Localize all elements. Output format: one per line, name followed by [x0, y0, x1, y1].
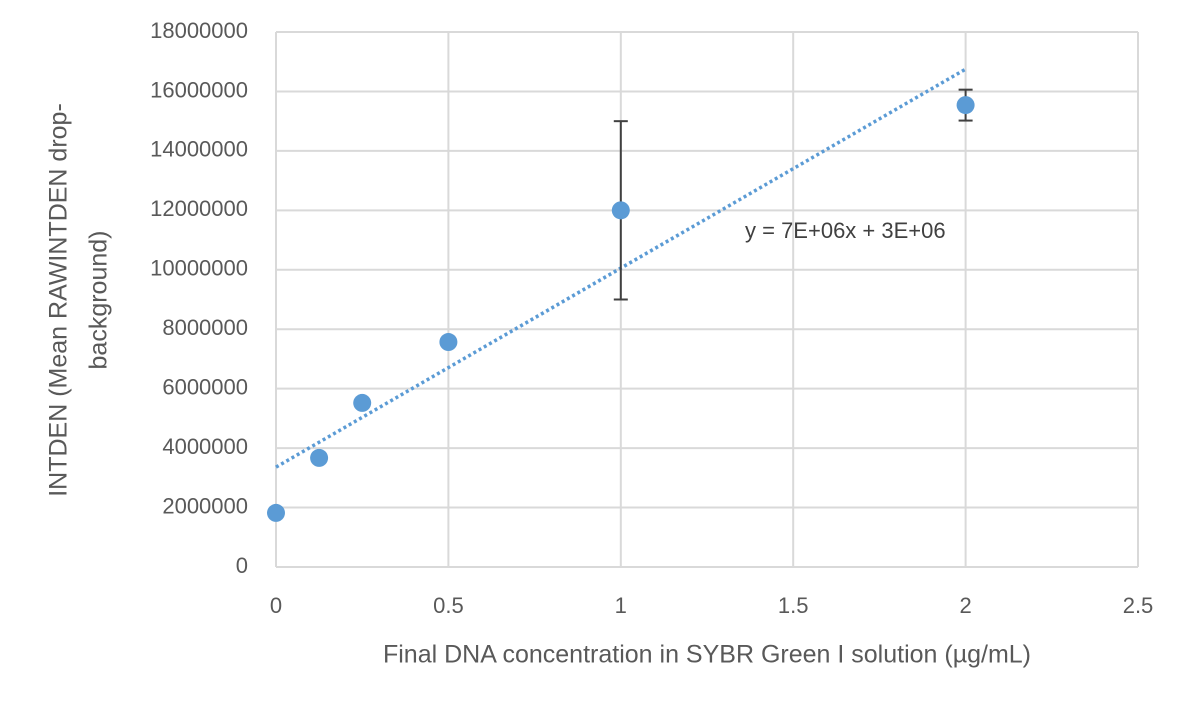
y-tick-label: 2000000: [162, 493, 248, 518]
y-tick-label: 4000000: [162, 434, 248, 459]
y-tick-label: 12000000: [150, 196, 248, 221]
point: [611, 201, 630, 220]
y-tick-label: 6000000: [162, 374, 248, 399]
x-tick-label: 0: [270, 593, 282, 618]
y-tick-label: 14000000: [150, 137, 248, 162]
x-tick-label: 0.5: [433, 593, 464, 618]
y-axis-title: INTDEN (Mean RAWINTDEN drop-: [45, 103, 73, 497]
x-tick-label: 2.5: [1123, 593, 1154, 618]
y-tick-label: 10000000: [150, 256, 248, 281]
x-tick-label: 1.5: [778, 593, 809, 618]
point: [310, 448, 329, 467]
y-tick-label: 18000000: [150, 18, 248, 43]
point: [956, 96, 975, 115]
point: [353, 393, 372, 412]
x-tick-label: 2: [959, 593, 971, 618]
y-tick-label: 8000000: [162, 315, 248, 340]
y-tick-label: 0: [236, 553, 248, 578]
y-axis-title: background): [85, 231, 113, 370]
x-axis-title: Final DNA concentration in SYBR Green I …: [383, 641, 1031, 669]
x-tick-label: 1: [615, 593, 627, 618]
y-tick-label: 16000000: [150, 77, 248, 102]
point: [267, 503, 285, 522]
point: [439, 333, 458, 352]
trendline-equation: y = 7E+06x + 3E+06: [745, 218, 946, 243]
